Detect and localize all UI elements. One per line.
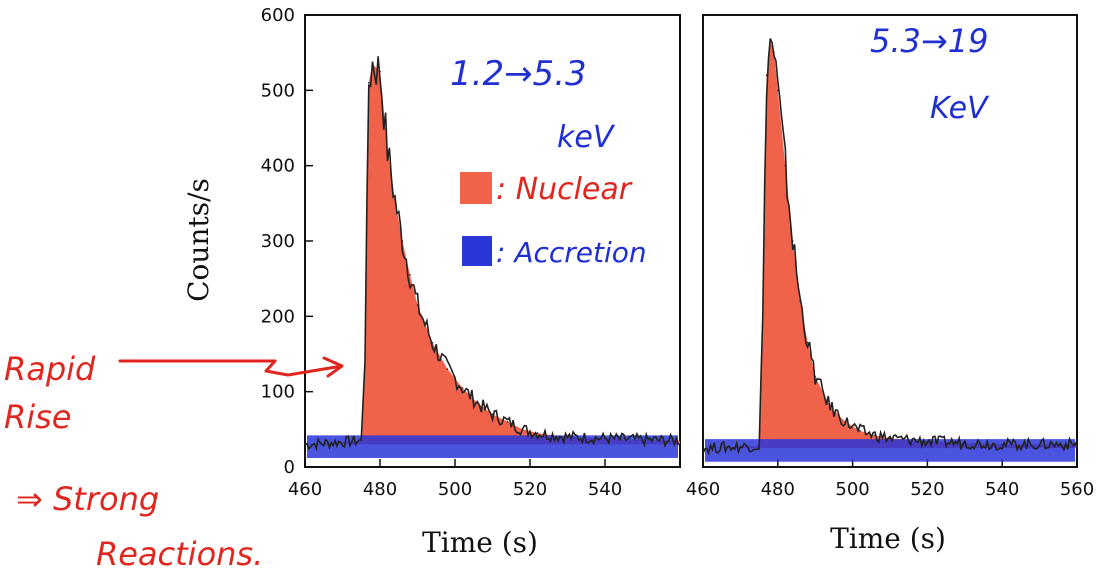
left-panel: 460 480 500 520 540 0 100 200 300 400 500 600 Count… — [182, 5, 681, 559]
right-series-nuclear-area — [703, 41, 1077, 449]
left-nuclear-point — [386, 149, 389, 152]
left-y-tick-label: 0 — [284, 457, 295, 478]
left-nuclear-point — [476, 402, 479, 404]
left-y-axis-title: Counts/s — [182, 178, 215, 302]
handwritten-notes: Rapid Rise ⇒ Strong Reactions. — [4, 350, 344, 573]
left-energy-label: 1.2→5.3 — [450, 54, 587, 94]
note-rapid: Rapid — [4, 350, 96, 388]
left-y-tick-label: 500 — [261, 80, 295, 101]
right-x-tick-label: 460 — [686, 479, 720, 500]
left-nuclear-point — [416, 304, 419, 306]
left-nuclear-point — [379, 70, 381, 73]
right-nuclear-point — [784, 164, 787, 167]
right-nuclear-point — [926, 440, 929, 443]
right-nuclear-point — [1001, 443, 1003, 446]
right-nuclear-point — [814, 375, 816, 378]
left-y-tick-label: 300 — [261, 231, 295, 252]
right-nuclear-point — [777, 89, 779, 92]
right-nuclear-point — [773, 51, 775, 54]
left-nuclear-point — [679, 439, 681, 442]
right-energy-label: 5.3→19 — [870, 22, 988, 60]
left-series-nuclear-area — [305, 63, 680, 445]
right-nuclear-point — [1038, 443, 1041, 446]
right-nuclear-point — [829, 405, 831, 408]
left-x-tick-label: 500 — [438, 479, 472, 500]
note-arrow — [118, 356, 344, 378]
left-nuclear-point — [431, 341, 434, 344]
left-x-tick-label: 460 — [288, 479, 322, 500]
left-y-tick-label: 600 — [261, 5, 295, 26]
right-nuclear-point — [799, 300, 802, 303]
legend-nuclear-label: : Nuclear — [496, 172, 633, 207]
legend-accretion-swatch — [462, 236, 492, 266]
right-x-tick-label: 540 — [985, 479, 1019, 500]
right-nuclear-point — [1076, 443, 1078, 446]
note-reactions: Reactions. — [96, 535, 263, 573]
right-unit-label: KeV — [930, 91, 990, 126]
left-nuclear-point — [536, 432, 539, 434]
right-nuclear-point — [791, 240, 794, 242]
right-nuclear-point — [758, 445, 760, 447]
right-x-axis-title: Time (s) — [830, 522, 946, 555]
right-nuclear-point — [806, 341, 809, 344]
note-strong: ⇒ Strong — [16, 480, 159, 518]
left-nuclear-point — [409, 274, 411, 276]
left-x-tick-label: 480 — [363, 479, 397, 500]
note-rise: Rise — [4, 398, 71, 436]
right-nuclear-point — [859, 430, 861, 432]
left-nuclear-point — [371, 63, 374, 65]
right-plot-frame — [702, 14, 1078, 468]
left-series-counts-curve — [304, 56, 681, 452]
left-nuclear-point — [506, 421, 509, 423]
right-nuclear-point — [769, 40, 772, 43]
left-nuclear-point — [566, 436, 569, 438]
left-nuclear-point — [364, 353, 366, 355]
right-series-accretion-band — [705, 439, 1075, 462]
left-y-tick-label: 100 — [261, 382, 295, 403]
left-nuclear-point — [304, 443, 306, 446]
right-series-counts-curve — [702, 38, 1078, 456]
left-nuclear-point — [604, 437, 606, 440]
left-nuclear-point — [401, 240, 404, 242]
left-x-axis-title: Time (s) — [422, 526, 538, 559]
left-nuclear-point — [551, 434, 554, 437]
left-nuclear-point — [360, 439, 363, 442]
left-y-tick-label: 400 — [261, 156, 295, 177]
legend-accretion-label: : Accretion — [496, 236, 647, 269]
right-nuclear-point — [844, 421, 846, 423]
left-nuclear-point — [491, 413, 494, 416]
left-nuclear-point — [461, 387, 464, 389]
right-nuclear-point — [762, 315, 764, 318]
legend-nuclear-swatch — [460, 172, 492, 204]
left-nuclear-point — [394, 198, 396, 201]
left-nuclear-point — [641, 439, 644, 441]
left-nuclear-point — [521, 428, 524, 431]
right-x-tick-label: 520 — [910, 479, 944, 500]
right-x-tick-label: 560 — [1060, 479, 1094, 500]
left-nuclear-point — [367, 82, 370, 84]
left-series-accretion-band — [307, 435, 678, 458]
right-nuclear-point — [765, 74, 768, 77]
left-y-tick-label: 200 — [261, 306, 295, 327]
right-nuclear-point — [702, 447, 704, 449]
right-nuclear-point — [874, 434, 876, 437]
right-panel: 460 480 500 520 540 560 Time (s) 5.3→19 KeV — [686, 14, 1094, 555]
right-x-tick-label: 480 — [761, 479, 795, 500]
right-nuclear-point — [889, 437, 891, 440]
right-nuclear-point — [964, 442, 966, 444]
right-x-tick-label: 500 — [835, 479, 869, 500]
left-nuclear-point — [446, 368, 449, 370]
left-unit-label: keV — [557, 120, 616, 155]
left-x-tick-label: 520 — [513, 479, 547, 500]
left-x-tick-label: 540 — [588, 479, 622, 500]
